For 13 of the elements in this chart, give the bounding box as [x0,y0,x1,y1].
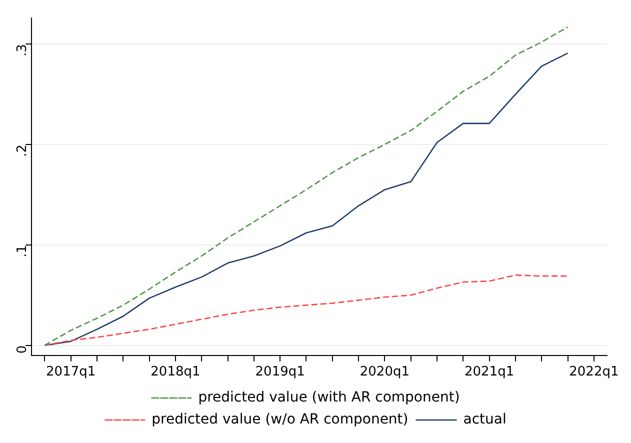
x-tick-label: 2018q1 [150,364,200,380]
legend-label: actual [463,412,506,428]
y-tick-label: 0 [14,345,30,354]
legend-label: predicted value (with AR component) [198,390,460,406]
x-tick-label: 2020q1 [360,364,410,380]
x-tick-label: 2021q1 [464,364,514,380]
x-tick-label: 2017q1 [46,364,96,380]
x-tick-label: 2019q1 [255,364,305,380]
y-tick-label: .1 [14,244,30,258]
x-tick-label: 2022q1 [569,364,619,380]
y-tick-label: .3 [14,44,30,57]
legend-label: predicted value (w/o AR component) [152,412,408,428]
y-tick-label: .2 [14,144,30,157]
